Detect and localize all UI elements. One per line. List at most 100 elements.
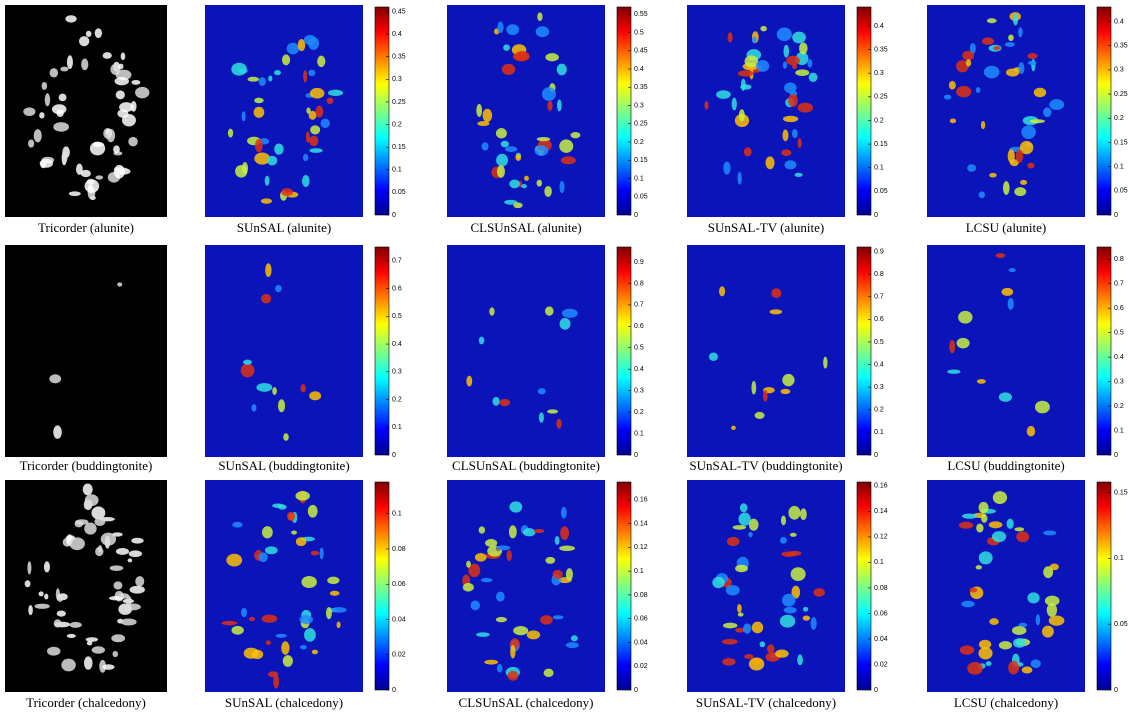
colorbar-tick-label: 0.1 (634, 175, 644, 182)
map-blob (85, 637, 99, 642)
map-blob (1033, 87, 1047, 98)
map-blob (60, 66, 69, 72)
colorbar-tick-label: 0.06 (392, 581, 406, 588)
map-blob (792, 64, 797, 70)
map-blob (533, 529, 545, 534)
map-blob (106, 128, 116, 143)
map-blob (743, 147, 752, 157)
map-blob (84, 179, 100, 193)
map-blob (28, 604, 33, 616)
colorbar-tick-label: 0.1 (874, 429, 884, 436)
map-caption: LCSU (buddingtonite) (947, 458, 1064, 473)
map-blob (782, 61, 788, 69)
colorbar-tick-label: 0.2 (392, 121, 402, 128)
map-blob (559, 139, 574, 153)
map-blob (261, 614, 278, 623)
map-blob (779, 614, 796, 628)
map-caption: SUnSAL-TV (buddingtonite) (689, 458, 842, 473)
map-blob (102, 52, 112, 59)
map-blob (295, 491, 310, 501)
map-blob (327, 89, 344, 96)
map-blob (978, 191, 985, 199)
map-blob (274, 70, 281, 76)
map-blob (40, 160, 47, 169)
map-caption: SUnSAL (alunite) (237, 220, 331, 235)
map-blob (521, 184, 527, 189)
map-blob (261, 526, 273, 539)
colorbar-tick-label: 0.02 (874, 661, 888, 668)
map-blob (1027, 162, 1035, 169)
colorbar (856, 481, 872, 691)
map-blob (739, 503, 748, 513)
map-blob (265, 546, 278, 555)
colorbar-tick-label: 0.12 (874, 534, 888, 541)
map-caption: SUnSAL-TV (alunite) (708, 220, 824, 235)
map-blob (540, 615, 553, 625)
map-blob (991, 531, 1007, 543)
colorbar-tick-label: 0.35 (1114, 43, 1128, 50)
map-blob (948, 80, 956, 90)
map-blob (722, 622, 738, 629)
colorbar (856, 6, 872, 216)
map-blob (92, 142, 105, 147)
map-blob (967, 661, 983, 675)
map-blob (791, 128, 798, 139)
map-blob (49, 374, 62, 384)
map-blob (267, 155, 278, 166)
map-blob (1043, 107, 1052, 118)
map-blob (545, 306, 554, 316)
map-blob (283, 433, 289, 441)
map-blob (120, 52, 126, 61)
map-blob (570, 635, 578, 642)
colorbar-tick-label: 0.05 (1114, 188, 1128, 195)
map-blob (1034, 400, 1050, 414)
colorbar-tick-label: 0.5 (634, 345, 644, 352)
colorbar (1096, 6, 1112, 216)
colorbar-tick-label: 0.15 (392, 144, 406, 151)
colorbar-tick-label: 0.05 (1114, 621, 1128, 628)
map-blob (1015, 149, 1024, 163)
colorbar-tick-label: 0.4 (392, 341, 402, 348)
map-blob (74, 520, 84, 528)
map-blob (265, 640, 272, 645)
map-blob (958, 521, 974, 529)
map-blob (76, 163, 83, 175)
map-blob (44, 93, 51, 107)
colorbar-tick-label: 0.5 (634, 29, 644, 36)
colorbar-tick-label: 0.08 (392, 546, 406, 553)
map-blob (969, 42, 976, 55)
map-blob (84, 494, 99, 507)
map-blob (1019, 140, 1034, 155)
map-blob (506, 24, 520, 36)
map-blob (783, 606, 797, 614)
colorbar-tick-label: 0.1 (634, 430, 644, 437)
map-blob (128, 136, 138, 147)
map-blob (254, 152, 271, 165)
map-blob (547, 100, 553, 112)
colorbar-tick-label: 0.1 (634, 568, 644, 575)
map-blob (958, 310, 973, 324)
map-blob (69, 537, 85, 551)
map-blob (492, 396, 500, 406)
map-blob (782, 115, 799, 123)
map-blob (1026, 425, 1036, 437)
map-blob (1029, 119, 1045, 124)
map-blob (813, 588, 825, 597)
map-blob (797, 102, 814, 113)
map-blob (788, 93, 798, 107)
colorbar-tick-label: 0.7 (874, 294, 884, 301)
colorbar-tick-label: 0 (392, 212, 396, 219)
map-blob (295, 537, 307, 547)
map-blob (111, 634, 126, 643)
colorbar-tick-label: 0.15 (874, 141, 888, 148)
colorbar-tick-label: 0.14 (634, 520, 648, 527)
map-blob (66, 633, 76, 638)
colorbar-tick-label: 0.15 (1114, 139, 1128, 146)
colorbar-tick-label: 0.06 (634, 616, 648, 623)
colorbar-tick-label: 0.7 (1114, 281, 1124, 288)
map-blob (496, 664, 503, 673)
map-blob (538, 412, 544, 423)
map-blob (127, 558, 133, 563)
map-blob (1014, 187, 1027, 197)
map-blob (33, 129, 42, 143)
